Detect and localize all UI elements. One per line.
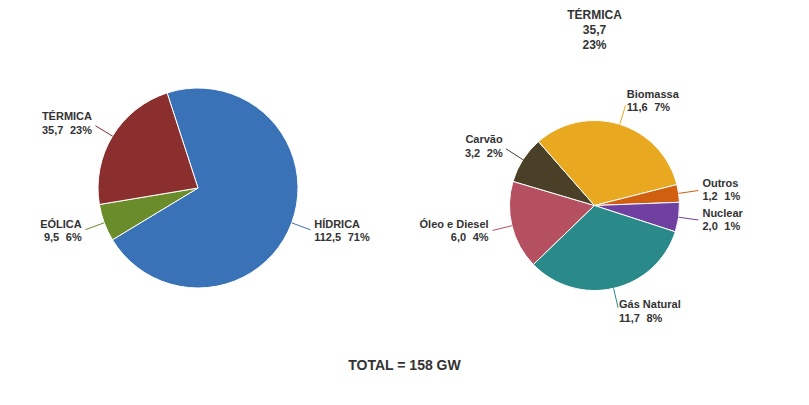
svg-text:Nuclear2,01%: Nuclear2,01% [702,207,743,232]
svg-text:Gás Natural11,78%: Gás Natural11,78% [619,298,681,323]
svg-text:Biomassa11,67%: Biomassa11,67% [627,88,680,113]
svg-text:Carvão3,22%: Carvão3,22% [465,133,503,158]
html-text:23%: 23% [582,38,607,52]
svg-text:HÍDRICA112,571%: HÍDRICA112,571% [314,218,370,243]
html-text:TÉRMICA: TÉRMICA [567,8,622,22]
html-text:35,7: 35,7 [582,23,607,37]
html-text:TOTAL = 158 GW: TOTAL = 158 GW [348,357,461,373]
svg-text:Outros1,21%: Outros1,21% [702,177,740,202]
svg-text:Óleo e Diesel6,04%: Óleo e Diesel6,04% [420,218,489,243]
svg-text:TÉRMICA35,723%: TÉRMICA35,723% [42,110,92,135]
svg-text:EÓLICA9,56%: EÓLICA9,56% [40,218,82,243]
